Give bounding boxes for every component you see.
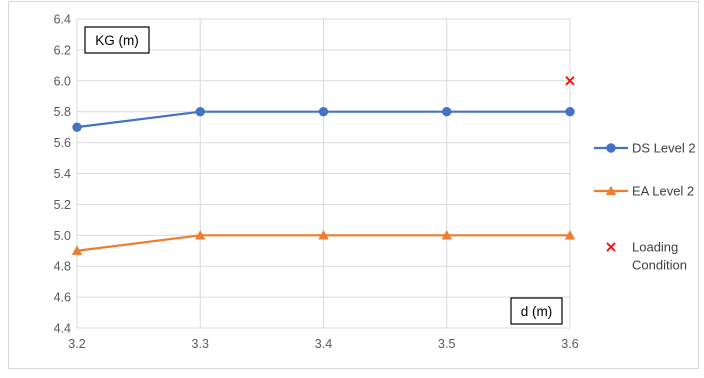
y-axis-title: KG (m) xyxy=(95,33,139,48)
legend-marker-stroke xyxy=(606,242,616,252)
data-point xyxy=(565,76,575,86)
data-point xyxy=(318,107,329,117)
x-tick-label: 3.3 xyxy=(192,337,209,351)
y-tick-label: 6.4 xyxy=(54,13,71,27)
y-tick-label: 6.0 xyxy=(54,74,71,88)
chart-area-border xyxy=(8,1,699,369)
data-point xyxy=(565,107,575,117)
x-axis-ticks: 3.2 3.3 3.4 3.5 3.6 xyxy=(68,337,578,351)
plot-series xyxy=(71,76,576,255)
data-point xyxy=(71,245,83,255)
data-point-stroke xyxy=(565,76,575,86)
data-point xyxy=(318,230,329,240)
legend: DS Level 2 EA Level 2 Loading Condition xyxy=(594,141,696,273)
data-point xyxy=(564,230,576,240)
x-axis-title-box: d (m) xyxy=(510,297,563,325)
legend-marker xyxy=(605,185,617,196)
legend-label: EA Level 2 xyxy=(632,184,694,199)
legend-label: Loading xyxy=(632,240,678,255)
x-tick-label: 3.4 xyxy=(315,337,332,351)
y-tick-label: 4.6 xyxy=(54,291,71,305)
gridlines xyxy=(76,18,571,329)
legend-item-3: Loading Condition xyxy=(606,240,687,273)
y-tick-label: 5.0 xyxy=(54,229,71,243)
legend-item-2: EA Level 2 xyxy=(594,184,694,199)
y-tick-label: 5.2 xyxy=(54,198,71,212)
y-tick-label: 5.6 xyxy=(54,136,71,150)
legend-item-1: DS Level 2 xyxy=(594,141,696,156)
y-tick-label: 5.8 xyxy=(54,105,71,119)
series-1 xyxy=(72,107,575,132)
y-axis-title-box: KG (m) xyxy=(84,26,150,54)
legend-marker xyxy=(606,143,616,153)
x-tick-label: 3.6 xyxy=(561,337,578,351)
x-tick-label: 3.2 xyxy=(68,337,85,351)
data-point xyxy=(195,230,206,240)
x-tick-label: 3.5 xyxy=(438,337,455,351)
y-tick-label: 4.8 xyxy=(54,260,71,274)
data-point xyxy=(441,230,452,240)
legend-marker xyxy=(606,242,616,252)
y-axis-ticks: 4.4 4.6 4.8 5.0 5.2 5.4 5.6 5.8 6.0 6.2 6.4 xyxy=(54,13,71,336)
x-axis-title: d (m) xyxy=(521,304,553,319)
legend-label: Condition xyxy=(632,258,687,273)
y-tick-label: 5.4 xyxy=(54,167,71,181)
data-point xyxy=(72,122,82,132)
legend-label: DS Level 2 xyxy=(632,141,696,156)
series-2 xyxy=(71,230,576,255)
y-tick-label: 6.2 xyxy=(54,43,71,57)
data-point xyxy=(442,107,452,117)
y-tick-label: 4.4 xyxy=(54,322,71,336)
series-3 xyxy=(565,76,575,86)
data-point xyxy=(195,107,205,117)
